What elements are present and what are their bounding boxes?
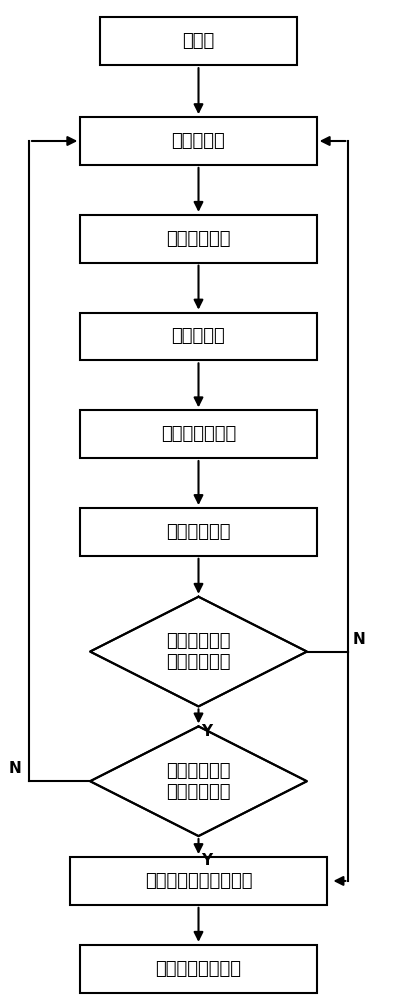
Text: N: N	[8, 761, 21, 776]
FancyBboxPatch shape	[80, 410, 317, 458]
Polygon shape	[90, 597, 307, 706]
Text: 初始化: 初始化	[182, 32, 215, 50]
Text: N: N	[352, 632, 365, 647]
Text: 提取重构图像特征: 提取重构图像特征	[156, 960, 241, 978]
FancyBboxPatch shape	[80, 313, 317, 360]
Polygon shape	[90, 726, 307, 836]
FancyBboxPatch shape	[80, 508, 317, 556]
Text: 计算目标函数: 计算目标函数	[166, 523, 231, 541]
Text: 得到优化后的特征色差: 得到优化后的特征色差	[145, 872, 252, 890]
Text: 计算犹豫度: 计算犹豫度	[172, 327, 225, 345]
Text: Y: Y	[201, 724, 212, 739]
FancyBboxPatch shape	[80, 117, 317, 165]
Text: Y: Y	[201, 853, 212, 868]
Text: 判断是否达到
迭代终止条件: 判断是否达到 迭代终止条件	[166, 632, 231, 671]
FancyBboxPatch shape	[70, 857, 327, 905]
FancyBboxPatch shape	[100, 17, 297, 65]
FancyBboxPatch shape	[80, 945, 317, 993]
Text: 计算聚类中心: 计算聚类中心	[166, 230, 231, 248]
Text: 判断是否达到
最大迭代次数: 判断是否达到 最大迭代次数	[166, 762, 231, 801]
Text: 计算犹豫度均值: 计算犹豫度均值	[161, 425, 236, 443]
Text: 计算赞成度: 计算赞成度	[172, 132, 225, 150]
FancyBboxPatch shape	[80, 215, 317, 263]
